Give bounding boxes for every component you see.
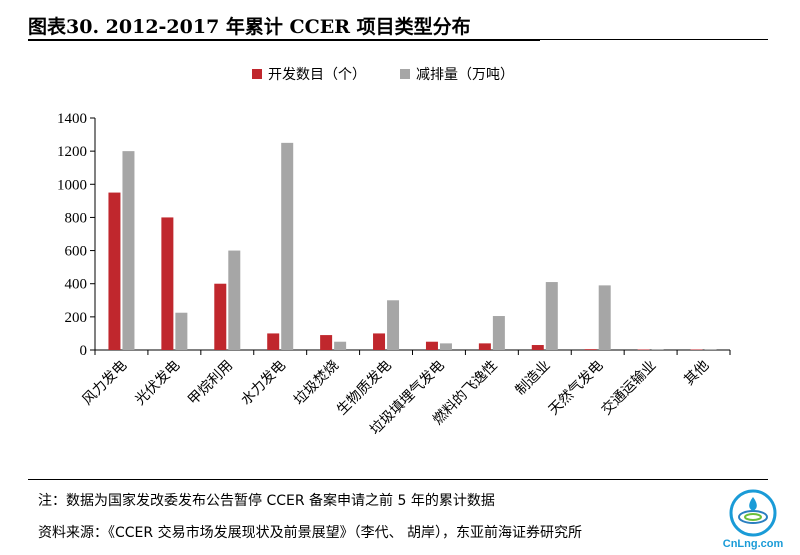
legend-swatch-count	[252, 69, 262, 79]
bar-reduction	[334, 341, 347, 350]
bar-reduction	[704, 349, 717, 350]
bar-count	[214, 283, 227, 350]
bar-count	[584, 349, 597, 350]
x-category-label: 其他	[681, 358, 712, 389]
legend-label-reduction: 减排量（万吨）	[416, 67, 514, 83]
legend-label-count: 开发数目（个）	[268, 67, 366, 83]
bar-count	[267, 333, 280, 350]
bar-count	[531, 345, 544, 350]
cnlng-logo: CnLng.com	[716, 487, 790, 551]
bar-reduction	[439, 343, 452, 350]
y-tick-label: 1400	[57, 111, 87, 127]
bar-chart: 0 200 400 600 800 1000 1200 1400 风力发电 光伏发电 甲烷利用 水力发…	[57, 111, 731, 438]
bar-count	[108, 192, 121, 350]
bar-count	[373, 333, 386, 350]
chart-title: 图表30. 2012-2017 年累计 CCER 项目类型分布	[28, 16, 471, 38]
footer-rule	[28, 479, 768, 480]
title-bar: 图表30. 2012-2017 年累计 CCER 项目类型分布	[28, 6, 540, 40]
x-category-label: 光伏发电	[132, 358, 183, 409]
x-category-label: 交通运输业	[598, 357, 660, 419]
y-tick-label: 0	[80, 343, 88, 359]
legend-item-reduction: 减排量（万吨）	[400, 64, 514, 84]
bar-reduction	[175, 312, 188, 350]
bar-count	[161, 217, 174, 350]
bar-reduction	[228, 250, 241, 350]
x-category-label: 甲烷利用	[185, 358, 236, 409]
header-rule	[540, 39, 768, 40]
x-category-label: 水力发电	[238, 358, 289, 409]
bar-reduction	[122, 151, 135, 350]
y-tick-label: 400	[65, 277, 88, 293]
legend-item-count: 开发数目（个）	[252, 64, 366, 84]
bar-reduction	[387, 300, 400, 350]
title-underline	[28, 39, 540, 41]
y-tick-label: 1200	[57, 144, 87, 160]
y-tick-label: 1000	[57, 177, 87, 193]
bar-reduction	[598, 285, 611, 350]
logo-icon: CnLng.com	[723, 489, 784, 550]
bar-count	[320, 335, 333, 350]
x-category-label: 垃圾焚烧	[291, 358, 342, 409]
bar-count	[478, 343, 491, 350]
y-tick-label: 800	[65, 210, 88, 226]
legend: 开发数目（个） 减排量（万吨）	[252, 64, 514, 84]
y-tick-label: 200	[65, 310, 88, 326]
bar-reduction	[281, 142, 294, 350]
bar-reduction	[545, 282, 558, 350]
bar-count	[425, 341, 438, 350]
logo-text: CnLng.com	[723, 538, 784, 550]
y-tick-label: 600	[65, 244, 88, 260]
footnote: 注：数据为国家发改委发布公告暂停 CCER 备案申请之前 5 年的累计数据	[38, 493, 495, 509]
x-category-label: 天然气发电	[545, 357, 607, 419]
x-category-label: 风力发电	[79, 358, 130, 409]
bar-reduction	[492, 316, 505, 350]
legend-swatch-reduction	[400, 69, 410, 79]
x-category-label: 制造业	[513, 358, 554, 399]
bar-reduction	[651, 349, 664, 350]
source-line: 资料来源：《CCER 交易市场发展现状及前景展望》（李代、 胡岸），东亚前海证券…	[38, 525, 583, 541]
